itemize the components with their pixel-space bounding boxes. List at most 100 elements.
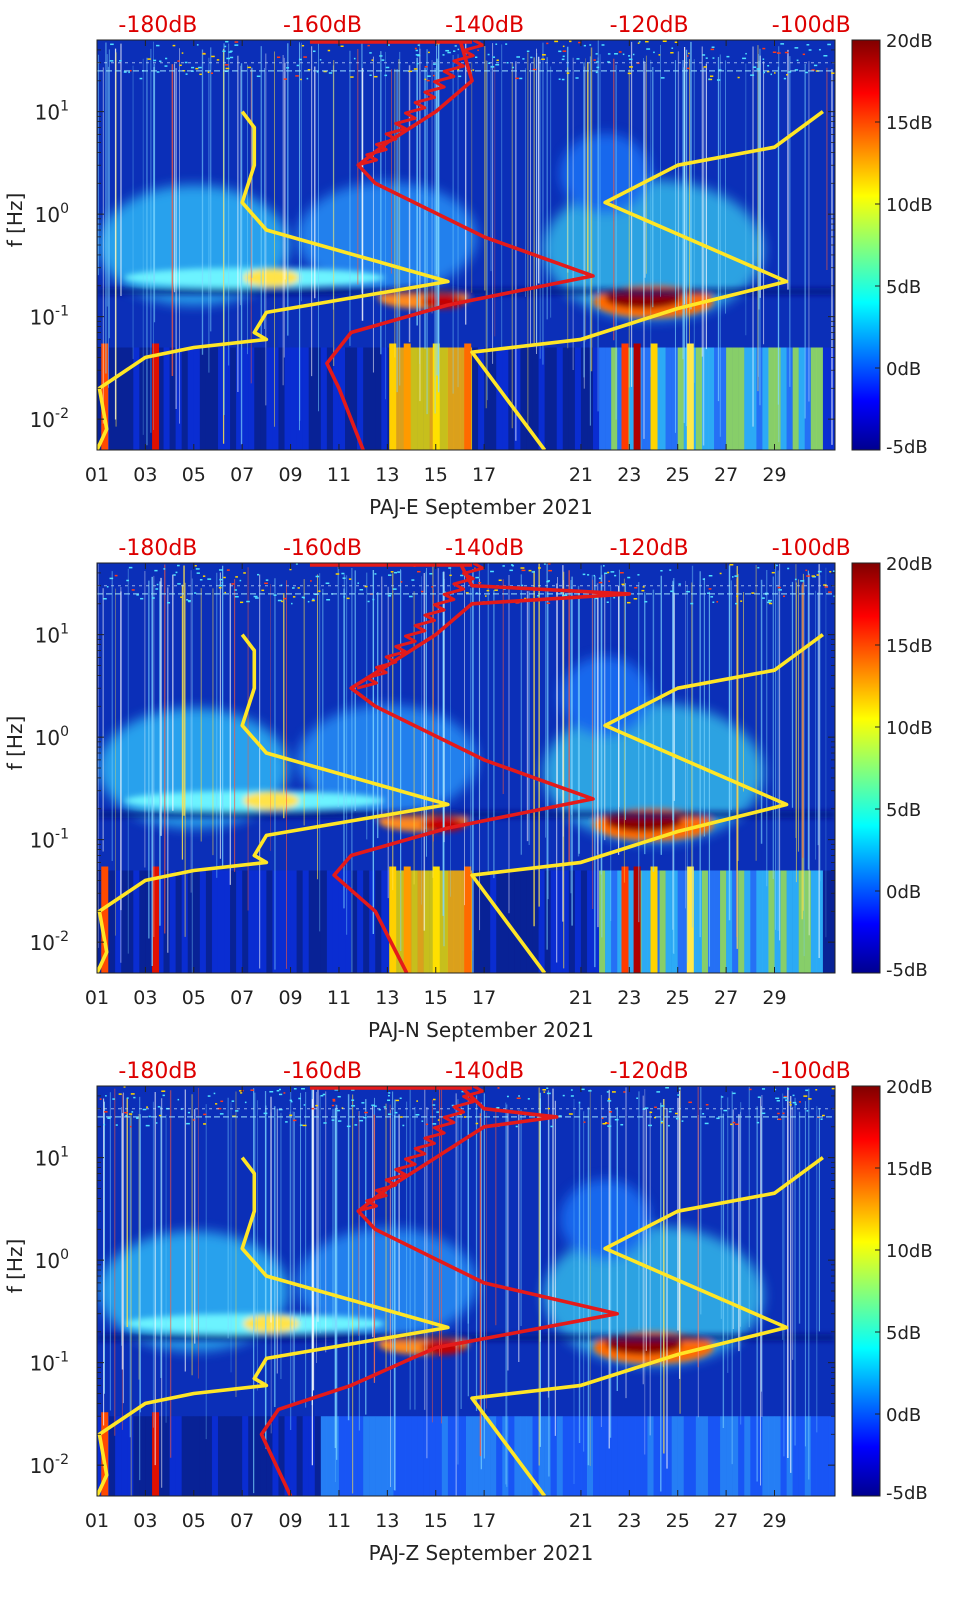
speckle [159, 60, 162, 63]
psd-column [574, 347, 582, 450]
colorbar-label: -5dB [886, 960, 928, 981]
psd-column [472, 1416, 479, 1496]
speckle [162, 1094, 165, 1097]
speckle [794, 47, 799, 49]
psd-column [266, 1416, 273, 1496]
x-axis: 01 03 05 07 09 11 13 15 17 21 23 25 27 29 [85, 563, 787, 1009]
speckle [750, 74, 755, 76]
speckle [364, 585, 368, 588]
speckle [408, 70, 413, 73]
speckle [496, 1106, 500, 1109]
speckle [224, 64, 229, 66]
psd-column [701, 1416, 709, 1496]
speckle [199, 579, 203, 581]
colorbar-label: 15dB [886, 113, 933, 134]
speckle [123, 71, 127, 73]
speckle [417, 570, 421, 573]
psd-column [714, 870, 721, 973]
speckle [653, 51, 655, 54]
speckle [761, 1088, 766, 1090]
y-tick-label: 101 [35, 622, 69, 648]
speckle [767, 65, 770, 67]
speckle [194, 565, 197, 567]
psd-column [526, 1416, 533, 1496]
psd-column [127, 1416, 134, 1496]
speckle [229, 50, 233, 53]
speckle [740, 600, 743, 602]
psd-column [314, 347, 321, 450]
x-tick-label: 11 [327, 987, 351, 1009]
speckle [411, 579, 415, 581]
speckle [763, 71, 766, 74]
speckle [306, 77, 309, 80]
psd-column [187, 1416, 194, 1496]
psd-column [484, 347, 491, 450]
psd-column [562, 1416, 569, 1496]
y-tick-label: 10-1 [30, 1350, 69, 1376]
speckle [109, 577, 114, 580]
speckle [734, 575, 738, 577]
speckle [207, 578, 212, 580]
speckle [593, 574, 596, 577]
speckle [240, 601, 244, 604]
speckle [786, 74, 788, 76]
speckle [593, 59, 596, 61]
speckle [219, 584, 223, 587]
speckle [568, 1113, 573, 1115]
speckle [156, 44, 160, 47]
speckle [721, 1096, 724, 1098]
speckle [343, 596, 346, 598]
psd-column [599, 347, 606, 450]
speckle [155, 588, 159, 590]
speckle [627, 72, 632, 75]
speckle [637, 42, 640, 44]
speckle [649, 1111, 653, 1114]
speckle [690, 602, 694, 605]
speckle [175, 571, 178, 574]
speckle [735, 602, 738, 605]
speckle [622, 53, 625, 56]
low-frequency-columns [97, 343, 835, 450]
speckle [524, 597, 527, 600]
speckle [595, 53, 598, 55]
speckle [662, 40, 667, 43]
psd-column [653, 1416, 660, 1496]
x-tick-label: 23 [617, 464, 641, 486]
y-tick-base: 10 [35, 1249, 60, 1273]
speckle [195, 568, 200, 570]
speckle [123, 1086, 126, 1088]
psd-column [357, 870, 364, 973]
psd-column [272, 347, 279, 450]
psd-column [804, 347, 811, 450]
speckle [702, 578, 705, 580]
psd-column [593, 1416, 600, 1496]
colorbar: 20dB 15dB 10dB 5dB 0dB -5dB [851, 1077, 933, 1504]
speckle [554, 40, 559, 43]
speckle [771, 571, 775, 574]
psd-column [816, 870, 824, 973]
psd-column [556, 347, 563, 450]
speckle [191, 66, 195, 69]
speckle [151, 597, 155, 599]
speckle [364, 1111, 368, 1114]
psd-column-hot [464, 343, 472, 450]
speckle [110, 43, 114, 46]
speckle [751, 592, 755, 594]
psd-column [399, 347, 406, 450]
psd-column [447, 870, 455, 973]
speckle [707, 592, 710, 595]
speckle [737, 76, 740, 79]
speckle [207, 1095, 211, 1097]
x-axis-label: PAJ-Z September 2021 [369, 1541, 594, 1565]
psd-column [707, 1416, 715, 1496]
speckle [636, 1097, 639, 1100]
speckle [609, 1111, 613, 1113]
speckle [335, 573, 340, 575]
speckle [397, 571, 400, 573]
colorbar-label: 10dB [886, 1241, 933, 1262]
psd-column [447, 1416, 455, 1496]
speckle [775, 564, 778, 567]
speckle [325, 582, 330, 585]
